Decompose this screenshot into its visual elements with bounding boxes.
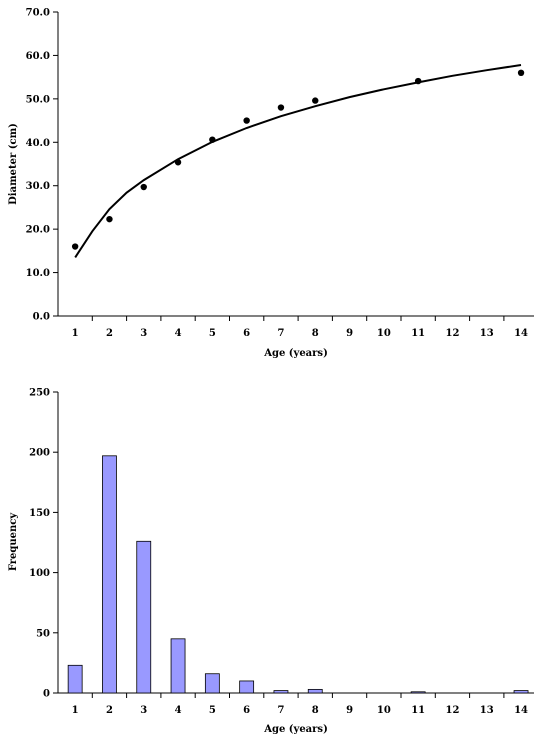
fitted-growth-curve (74, 64, 522, 258)
y-axis-top: 0.0 10.0 20.0 30.0 40.0 50.0 60.0 70.0 (26, 8, 59, 323)
data-point (174, 159, 182, 166)
data-point (243, 117, 250, 124)
data-point (209, 136, 216, 143)
data-point (517, 69, 525, 77)
x-axis-title: Age (years) (263, 348, 328, 359)
x-tick-label: 4 (175, 328, 182, 339)
frequency-bar (204, 673, 220, 694)
y-tick-label: 100 (29, 568, 50, 579)
y-axis-title: Diameter (cm) (8, 123, 19, 205)
x-tick-label: 1 (72, 328, 79, 339)
y-tick-label: 60.0 (26, 51, 50, 62)
x-tick-label: 4 (175, 705, 182, 716)
frequency-bar (410, 691, 426, 694)
x-tick-label: 5 (209, 328, 216, 339)
x-tick-label: 10 (377, 328, 391, 339)
frequency-bar (307, 688, 323, 694)
y-tick-label: 10.0 (26, 268, 50, 279)
frequency-bar (67, 664, 83, 694)
data-point (106, 215, 113, 223)
data-point (277, 104, 285, 111)
x-tick-label: 5 (209, 705, 216, 716)
x-tick-label: 6 (243, 328, 250, 339)
y-axis-title: Frequency (8, 512, 19, 572)
x-tick-label: 3 (140, 328, 147, 339)
frequency-bar (239, 680, 255, 694)
y-tick-label: 0.0 (33, 312, 50, 323)
x-tick-label: 6 (243, 705, 250, 716)
y-tick-label: 50 (36, 628, 50, 639)
x-tick-label: 7 (277, 328, 284, 339)
x-axis-title: Age (years) (263, 724, 328, 735)
frequency-bar (170, 638, 186, 694)
x-axis-bottom: 1 2 3 4 5 6 7 8 9 10 11 12 13 14 (58, 692, 534, 716)
x-tick-label: 13 (480, 328, 494, 339)
y-tick-label: 250 (29, 388, 50, 399)
y-tick-label: 30.0 (26, 181, 50, 192)
x-tick-label: 12 (445, 328, 459, 339)
y-tick-label: 0 (43, 689, 50, 700)
y-tick-label: 50.0 (26, 94, 50, 105)
frequency-bar (136, 540, 152, 694)
y-tick-label: 200 (29, 448, 50, 459)
x-tick-label: 8 (312, 328, 319, 339)
x-tick-label: 8 (312, 705, 319, 716)
data-point (312, 97, 319, 104)
y-tick-label: 70.0 (26, 8, 50, 19)
data-point (71, 243, 79, 250)
x-tick-label: 2 (106, 705, 113, 716)
x-tick-label: 11 (411, 328, 425, 339)
frequency-bar (273, 690, 289, 694)
x-tick-label: 14 (514, 328, 528, 339)
x-tick-label: 7 (277, 705, 284, 716)
x-tick-label: 2 (106, 328, 113, 339)
x-tick-label: 10 (377, 705, 391, 716)
x-tick-label: 13 (480, 705, 494, 716)
frequency-bar (513, 690, 529, 694)
data-point (140, 183, 147, 191)
x-axis-top: 1 2 3 4 5 6 7 8 9 10 11 12 13 14 (58, 315, 534, 339)
y-tick-label: 40.0 (26, 138, 50, 149)
y-axis-bottom: 0 50 100 150 200 250 (29, 388, 59, 700)
x-tick-label: 12 (445, 705, 459, 716)
frequency-bar (102, 455, 117, 694)
x-tick-label: 9 (346, 705, 353, 716)
y-tick-label: 20.0 (26, 225, 50, 236)
y-tick-label: 150 (29, 508, 50, 519)
x-tick-label: 3 (140, 705, 147, 716)
x-tick-label: 14 (514, 705, 528, 716)
x-tick-label: 11 (411, 705, 425, 716)
data-point (414, 77, 422, 85)
x-tick-label: 1 (72, 705, 79, 716)
x-tick-label: 9 (346, 328, 353, 339)
